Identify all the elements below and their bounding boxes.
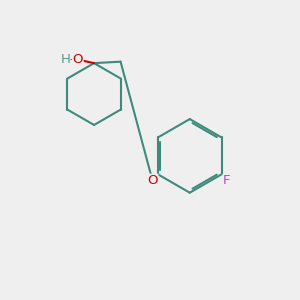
Text: H: H: [61, 53, 70, 66]
Text: -: -: [69, 53, 74, 66]
Text: F: F: [223, 174, 231, 187]
Text: O: O: [147, 174, 158, 187]
Text: O: O: [73, 53, 83, 66]
